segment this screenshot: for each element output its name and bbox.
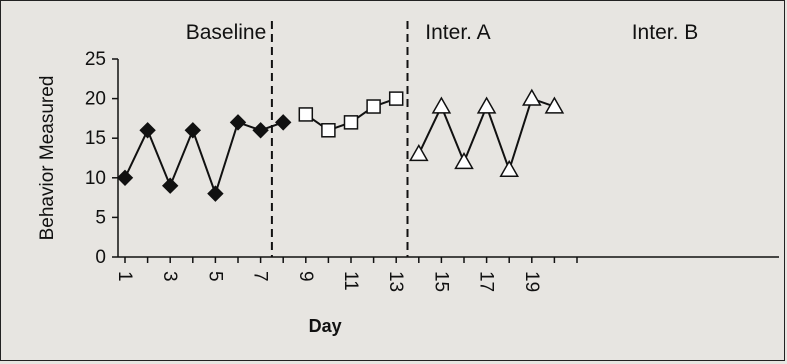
data-point-square [298, 107, 314, 122]
data-point-square [366, 99, 381, 114]
data-point-triangle [476, 96, 497, 114]
x-tick-label: 5 [204, 271, 225, 282]
data-point-diamond [139, 122, 156, 139]
data-point-diamond [207, 185, 224, 202]
data-point-diamond [161, 177, 179, 194]
data-point-diamond [229, 114, 247, 131]
x-tick-label: 11 [340, 271, 361, 291]
y-axis-title: Behavior Measured [37, 76, 58, 241]
data-point-triangle [544, 96, 565, 114]
data-point-triangle [431, 96, 452, 114]
data-point-diamond [252, 122, 269, 139]
y-tick-label: 25 [85, 49, 106, 70]
phase-label-3: Inter. B [632, 21, 699, 44]
y-tick-label: 20 [85, 89, 106, 110]
data-point-triangle [454, 151, 474, 170]
data-point-diamond [116, 169, 134, 187]
axes [112, 58, 779, 263]
series-layer [116, 88, 565, 202]
data-point-square [321, 123, 336, 138]
x-tick-label: 13 [385, 271, 406, 292]
data-point-triangle [522, 88, 542, 106]
y-tick-label: 15 [85, 128, 106, 149]
x-tick-label: 15 [430, 271, 451, 292]
x-tick-label: 3 [159, 271, 180, 282]
phase-label-2: Inter. A [425, 21, 490, 44]
data-point-diamond [184, 122, 202, 139]
x-tick-label: 17 [476, 271, 497, 292]
data-point-square [388, 91, 404, 106]
y-tick-label: 5 [95, 207, 106, 228]
x-axis-title: Day [309, 316, 342, 336]
data-point-triangle [499, 159, 519, 178]
data-point-diamond [274, 114, 292, 131]
phase-lines [270, 21, 409, 257]
x-tick-label: 1 [114, 271, 135, 282]
phase-label-1: Baseline [186, 21, 267, 44]
x-tick-label: 7 [250, 271, 271, 282]
y-tick-label: 0 [95, 247, 106, 268]
data-point-square [343, 115, 359, 130]
x-tick-label: 19 [521, 271, 542, 292]
y-tick-label: 10 [85, 168, 106, 189]
x-tick-label: 9 [295, 271, 316, 282]
data-point-triangle [409, 144, 429, 162]
